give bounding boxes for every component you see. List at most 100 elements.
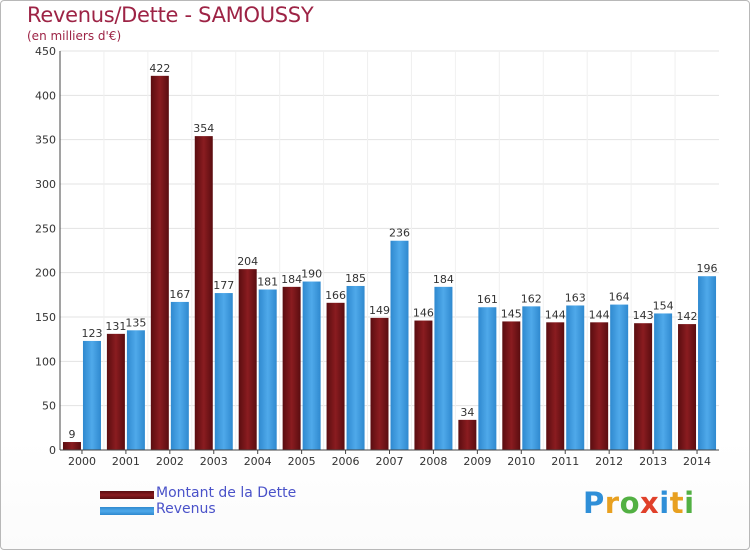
bar-revenus <box>214 293 233 450</box>
x-tick-label: 2013 <box>639 455 667 468</box>
bars-layer <box>62 75 717 451</box>
bar-dette <box>238 269 257 450</box>
x-tick-label: 2006 <box>332 455 360 468</box>
x-tick-label: 2009 <box>463 455 491 468</box>
bar-revenus <box>82 340 101 450</box>
data-label-revenus: 181 <box>257 276 278 289</box>
x-tick-label: 2010 <box>507 455 535 468</box>
y-tick-label: 150 <box>35 311 56 324</box>
x-tick-label: 2003 <box>200 455 228 468</box>
data-label-revenus: 161 <box>477 293 498 306</box>
y-tick-label: 350 <box>35 134 56 147</box>
bar-revenus <box>390 240 409 450</box>
data-label-dette: 422 <box>149 62 170 75</box>
logo-letter: o <box>619 486 641 520</box>
legend-label-dette: Montant de la Dette <box>156 485 297 501</box>
bar-revenus <box>258 289 277 450</box>
data-label-dette: 204 <box>237 255 258 268</box>
logo-letter: t <box>669 486 685 520</box>
proxiti-logo: Proxiti <box>583 486 695 520</box>
data-label-dette: 184 <box>281 273 302 286</box>
x-tick-label: 2005 <box>288 455 316 468</box>
data-label-revenus: 196 <box>697 262 718 275</box>
x-tick-label: 2004 <box>244 455 272 468</box>
data-label-dette: 144 <box>589 308 610 321</box>
bar-dette <box>458 419 477 450</box>
axis-layer: 0 50 100 150 200 250 300 350 400 450 2000 2001 2002 2… <box>35 45 719 468</box>
data-label-dette: 145 <box>501 307 522 320</box>
data-label-dette: 146 <box>413 307 434 320</box>
data-label-dette: 354 <box>193 122 214 135</box>
data-label-dette: 143 <box>633 309 654 322</box>
bar-revenus <box>566 305 585 450</box>
bar-dette <box>370 317 389 450</box>
legend-label-revenus: Revenus <box>156 501 216 517</box>
data-label-dette: 9 <box>68 428 75 441</box>
data-label-revenus: 167 <box>169 288 190 301</box>
y-tick-label: 300 <box>35 178 56 191</box>
x-tick-label: 2007 <box>376 455 404 468</box>
data-label-dette: 166 <box>325 289 346 302</box>
data-label-dette: 149 <box>369 304 390 317</box>
data-label-revenus: 162 <box>521 292 542 305</box>
logo-letter: x <box>640 486 660 520</box>
x-tick-label: 2008 <box>419 455 447 468</box>
grid-layer <box>60 50 719 450</box>
bar-revenus <box>522 306 541 450</box>
logo-letter: P <box>583 486 605 520</box>
bar-revenus <box>346 285 365 450</box>
y-tick-label: 200 <box>35 267 56 280</box>
bar-dette <box>590 322 609 450</box>
x-tick-label: 2012 <box>595 455 623 468</box>
bar-dette <box>634 323 653 450</box>
y-tick-label: 250 <box>35 222 56 235</box>
bar-dette <box>546 322 565 450</box>
bar-revenus <box>610 304 629 450</box>
bar-dette <box>194 136 213 450</box>
bar-revenus <box>170 301 189 450</box>
data-label-revenus: 185 <box>345 272 366 285</box>
bar-revenus <box>654 313 673 450</box>
bar-dette <box>106 333 125 450</box>
bar-revenus <box>126 330 145 450</box>
y-tick-label: 50 <box>42 400 56 413</box>
chart-title: Revenus/Dette - SAMOUSSY <box>27 3 314 27</box>
x-tick-label: 2014 <box>683 455 711 468</box>
y-tick-label: 450 <box>35 45 56 58</box>
data-label-dette: 34 <box>460 406 474 419</box>
data-label-revenus: 190 <box>301 268 322 281</box>
bar-dette <box>414 320 433 450</box>
data-label-revenus: 154 <box>653 299 674 312</box>
logo-letter: i <box>684 486 695 520</box>
bar-dette <box>150 75 169 451</box>
data-label-dette: 142 <box>677 310 698 323</box>
bar-dette <box>678 324 697 450</box>
x-tick-label: 2001 <box>112 455 140 468</box>
data-label-revenus: 184 <box>433 273 454 286</box>
bar-dette <box>62 442 81 450</box>
data-label-revenus: 135 <box>125 316 146 329</box>
data-label-dette: 144 <box>545 308 566 321</box>
bar-dette <box>502 321 521 450</box>
bar-dette <box>282 286 301 450</box>
y-tick-label: 400 <box>35 89 56 102</box>
x-tick-label: 2002 <box>156 455 184 468</box>
data-label-dette: 131 <box>105 320 126 333</box>
data-label-revenus: 177 <box>213 279 234 292</box>
data-label-revenus: 163 <box>565 291 586 304</box>
bar-revenus <box>434 286 453 450</box>
bar-revenus <box>478 307 497 450</box>
y-tick-label: 0 <box>49 444 56 457</box>
bar-revenus <box>698 276 717 450</box>
x-tick-label: 2011 <box>551 455 579 468</box>
legend-swatch-revenus <box>100 507 154 515</box>
logo-letter: i <box>659 486 670 520</box>
bar-revenus <box>302 281 321 450</box>
data-label-revenus: 236 <box>389 227 410 240</box>
chart-subtitle: (en milliers d'€) <box>27 29 122 43</box>
y-tick-label: 100 <box>35 355 56 368</box>
legend-swatch-dette <box>100 491 154 499</box>
